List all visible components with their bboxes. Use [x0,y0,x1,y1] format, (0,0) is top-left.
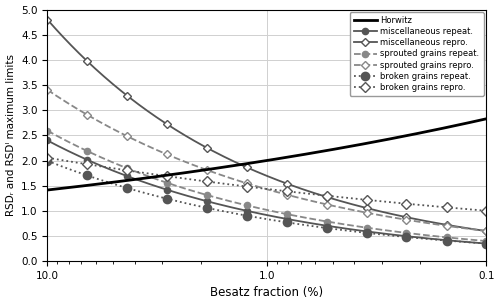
sprouted grains repeat. [253,206,259,209]
miscellaneous repro. [44,18,51,21]
broken grains repeat. [306,224,312,228]
sprouted grains repeat. [483,239,489,243]
sprouted grains repro. [282,192,288,196]
sprouted grains repro. [44,88,51,92]
sprouted grains repro. [483,229,489,233]
miscellaneous repeat. [306,221,312,224]
sprouted grains repro. [256,185,262,189]
sprouted grains repeat. [282,212,288,216]
broken grains repeat. [253,215,259,219]
broken grains repro. [44,156,51,160]
X-axis label: Besatz fraction (%): Besatz fraction (%) [210,286,324,300]
sprouted grains repro. [253,184,259,188]
Horwitz [306,152,312,156]
sprouted grains repro. [306,198,312,202]
broken grains repeat. [44,159,51,163]
miscellaneous repeat. [404,235,410,238]
broken grains repeat. [404,235,410,239]
Horwitz [44,188,51,192]
miscellaneous repro. [483,229,489,233]
Horwitz [472,119,478,123]
broken grains repro. [253,186,259,189]
Line: Horwitz: Horwitz [48,119,486,190]
broken grains repeat. [282,220,288,224]
Line: sprouted grains repeat.: sprouted grains repeat. [44,127,490,244]
Legend: Horwitz, miscellaneous repeat., miscellaneous repro., sprouted grains repeat., s: Horwitz, miscellaneous repeat., miscella… [350,12,484,96]
miscellaneous repro. [282,181,288,185]
miscellaneous repeat. [282,217,288,221]
miscellaneous repro. [253,170,259,173]
sprouted grains repro. [404,218,410,222]
Line: sprouted grains repro.: sprouted grains repro. [44,87,490,234]
Line: miscellaneous repro.: miscellaneous repro. [44,16,490,234]
miscellaneous repro. [404,216,410,219]
Horwitz [256,160,262,164]
broken grains repro. [306,192,312,196]
broken grains repro. [483,209,489,213]
sprouted grains repeat. [256,206,262,210]
Horwitz [253,160,259,164]
Line: miscellaneous repeat.: miscellaneous repeat. [44,137,490,247]
sprouted grains repeat. [404,231,410,235]
sprouted grains repeat. [44,129,51,133]
miscellaneous repeat. [253,211,259,215]
broken grains repeat. [472,241,478,245]
miscellaneous repeat. [472,241,478,245]
sprouted grains repeat. [472,238,478,242]
Line: broken grains repeat.: broken grains repeat. [44,157,490,248]
Line: broken grains repro.: broken grains repro. [44,154,490,214]
Horwitz [282,156,288,160]
broken grains repro. [256,186,262,190]
miscellaneous repeat. [44,139,51,142]
sprouted grains repeat. [306,217,312,220]
miscellaneous repeat. [483,242,489,246]
broken grains repro. [282,189,288,193]
miscellaneous repeat. [256,212,262,215]
miscellaneous repro. [472,228,478,231]
broken grains repro. [404,202,410,206]
broken grains repeat. [256,216,262,220]
miscellaneous repro. [256,170,262,174]
broken grains repro. [472,208,478,212]
broken grains repeat. [483,242,489,246]
Horwitz [483,117,489,121]
sprouted grains repro. [472,228,478,231]
miscellaneous repro. [306,189,312,193]
Horwitz [404,134,410,137]
Y-axis label: RSDᵣ and RSDᴵ maximum limits: RSDᵣ and RSDᴵ maximum limits [6,54,16,216]
